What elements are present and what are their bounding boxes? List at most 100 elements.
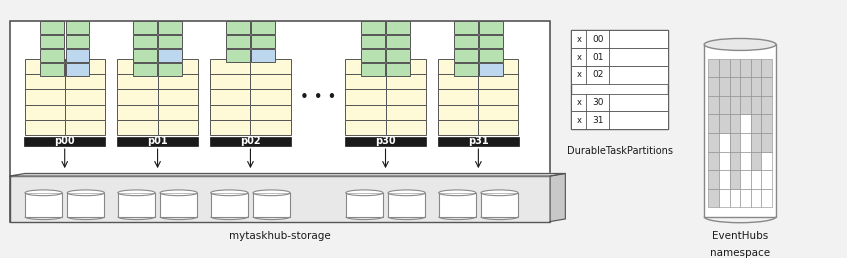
Bar xyxy=(761,59,772,77)
Bar xyxy=(40,49,64,62)
Bar xyxy=(386,21,410,34)
Ellipse shape xyxy=(481,190,518,196)
Bar xyxy=(158,63,182,76)
Bar xyxy=(761,96,772,115)
Bar xyxy=(479,59,518,74)
Bar xyxy=(388,193,425,217)
Bar xyxy=(729,59,740,77)
Bar xyxy=(385,59,425,74)
Text: p30: p30 xyxy=(375,136,396,146)
Bar xyxy=(361,21,385,34)
Bar xyxy=(479,74,518,90)
Bar xyxy=(479,105,518,120)
Bar xyxy=(386,63,410,76)
Bar xyxy=(386,35,410,48)
Bar xyxy=(761,151,772,170)
Bar xyxy=(761,115,772,133)
Bar xyxy=(571,111,668,130)
Bar xyxy=(719,151,729,170)
Bar xyxy=(346,105,385,120)
Bar xyxy=(133,49,157,62)
Bar xyxy=(64,59,105,74)
Polygon shape xyxy=(551,173,565,222)
Text: p00: p00 xyxy=(54,136,75,146)
Bar xyxy=(729,151,740,170)
Ellipse shape xyxy=(346,190,383,196)
Bar xyxy=(708,96,719,115)
Text: x: x xyxy=(576,70,581,79)
Bar xyxy=(118,59,158,74)
Bar xyxy=(729,77,740,96)
Bar xyxy=(158,90,197,105)
Text: p01: p01 xyxy=(147,136,168,146)
Bar xyxy=(226,35,250,48)
Polygon shape xyxy=(10,173,565,176)
Bar xyxy=(750,170,761,189)
Bar xyxy=(481,193,518,217)
Bar xyxy=(118,120,158,135)
Bar xyxy=(740,151,750,170)
Bar xyxy=(210,90,251,105)
Bar xyxy=(251,120,291,135)
Bar xyxy=(385,74,425,90)
Bar xyxy=(40,63,64,76)
Bar xyxy=(740,133,750,151)
Text: namespace: namespace xyxy=(710,248,770,258)
Bar xyxy=(210,136,291,146)
Bar xyxy=(117,136,198,146)
Bar xyxy=(65,35,89,48)
Bar xyxy=(729,115,740,133)
Bar xyxy=(719,59,729,77)
Bar xyxy=(479,90,518,105)
Bar xyxy=(719,133,729,151)
Bar xyxy=(210,74,251,90)
Ellipse shape xyxy=(67,190,104,196)
Bar xyxy=(158,74,197,90)
Bar xyxy=(210,120,251,135)
Text: 31: 31 xyxy=(592,116,604,125)
Bar xyxy=(704,44,776,217)
Ellipse shape xyxy=(704,38,776,50)
Bar xyxy=(211,193,248,217)
Bar xyxy=(750,77,761,96)
Bar xyxy=(25,120,64,135)
Bar xyxy=(750,59,761,77)
Bar xyxy=(158,120,197,135)
Bar xyxy=(479,49,503,62)
Text: 01: 01 xyxy=(592,53,604,61)
Bar xyxy=(226,21,250,34)
Bar xyxy=(740,115,750,133)
Bar xyxy=(118,74,158,90)
Bar xyxy=(25,193,62,217)
Bar xyxy=(708,189,719,207)
Bar xyxy=(251,59,291,74)
Bar xyxy=(210,59,251,74)
Bar xyxy=(346,193,383,217)
Bar xyxy=(64,105,105,120)
Bar xyxy=(454,35,478,48)
Bar xyxy=(10,176,551,222)
Bar xyxy=(361,49,385,62)
Bar xyxy=(65,21,89,34)
Bar xyxy=(118,193,155,217)
Bar xyxy=(708,133,719,151)
Bar xyxy=(40,35,64,48)
Bar xyxy=(708,170,719,189)
Bar xyxy=(67,193,104,217)
Bar xyxy=(251,105,291,120)
Bar xyxy=(479,120,518,135)
Bar xyxy=(761,133,772,151)
Bar xyxy=(439,193,476,217)
Bar xyxy=(571,30,668,130)
Bar xyxy=(133,35,157,48)
Text: p31: p31 xyxy=(468,136,489,146)
Bar xyxy=(750,115,761,133)
Bar xyxy=(25,59,64,74)
Bar xyxy=(729,170,740,189)
Text: 30: 30 xyxy=(592,98,604,107)
Bar xyxy=(708,115,719,133)
Bar xyxy=(719,77,729,96)
Bar xyxy=(210,105,251,120)
Bar xyxy=(25,90,64,105)
Ellipse shape xyxy=(388,190,425,196)
